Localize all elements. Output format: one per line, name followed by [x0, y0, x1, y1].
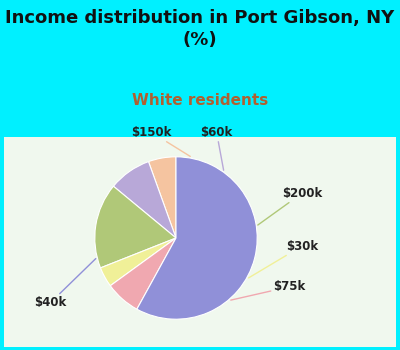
Text: Income distribution in Port Gibson, NY
(%): Income distribution in Port Gibson, NY (…: [5, 9, 395, 49]
Text: $30k: $30k: [248, 240, 318, 278]
Text: White residents: White residents: [132, 93, 268, 108]
FancyBboxPatch shape: [0, 132, 400, 350]
Wedge shape: [137, 157, 257, 319]
Wedge shape: [110, 238, 176, 309]
Text: $150k: $150k: [132, 126, 190, 156]
Text: $60k: $60k: [200, 126, 233, 170]
Text: $75k: $75k: [231, 280, 306, 300]
Text: $40k: $40k: [34, 259, 96, 309]
Wedge shape: [100, 238, 176, 286]
Wedge shape: [148, 157, 176, 238]
Text: $200k: $200k: [258, 187, 322, 225]
Wedge shape: [95, 186, 176, 268]
Wedge shape: [114, 162, 176, 238]
